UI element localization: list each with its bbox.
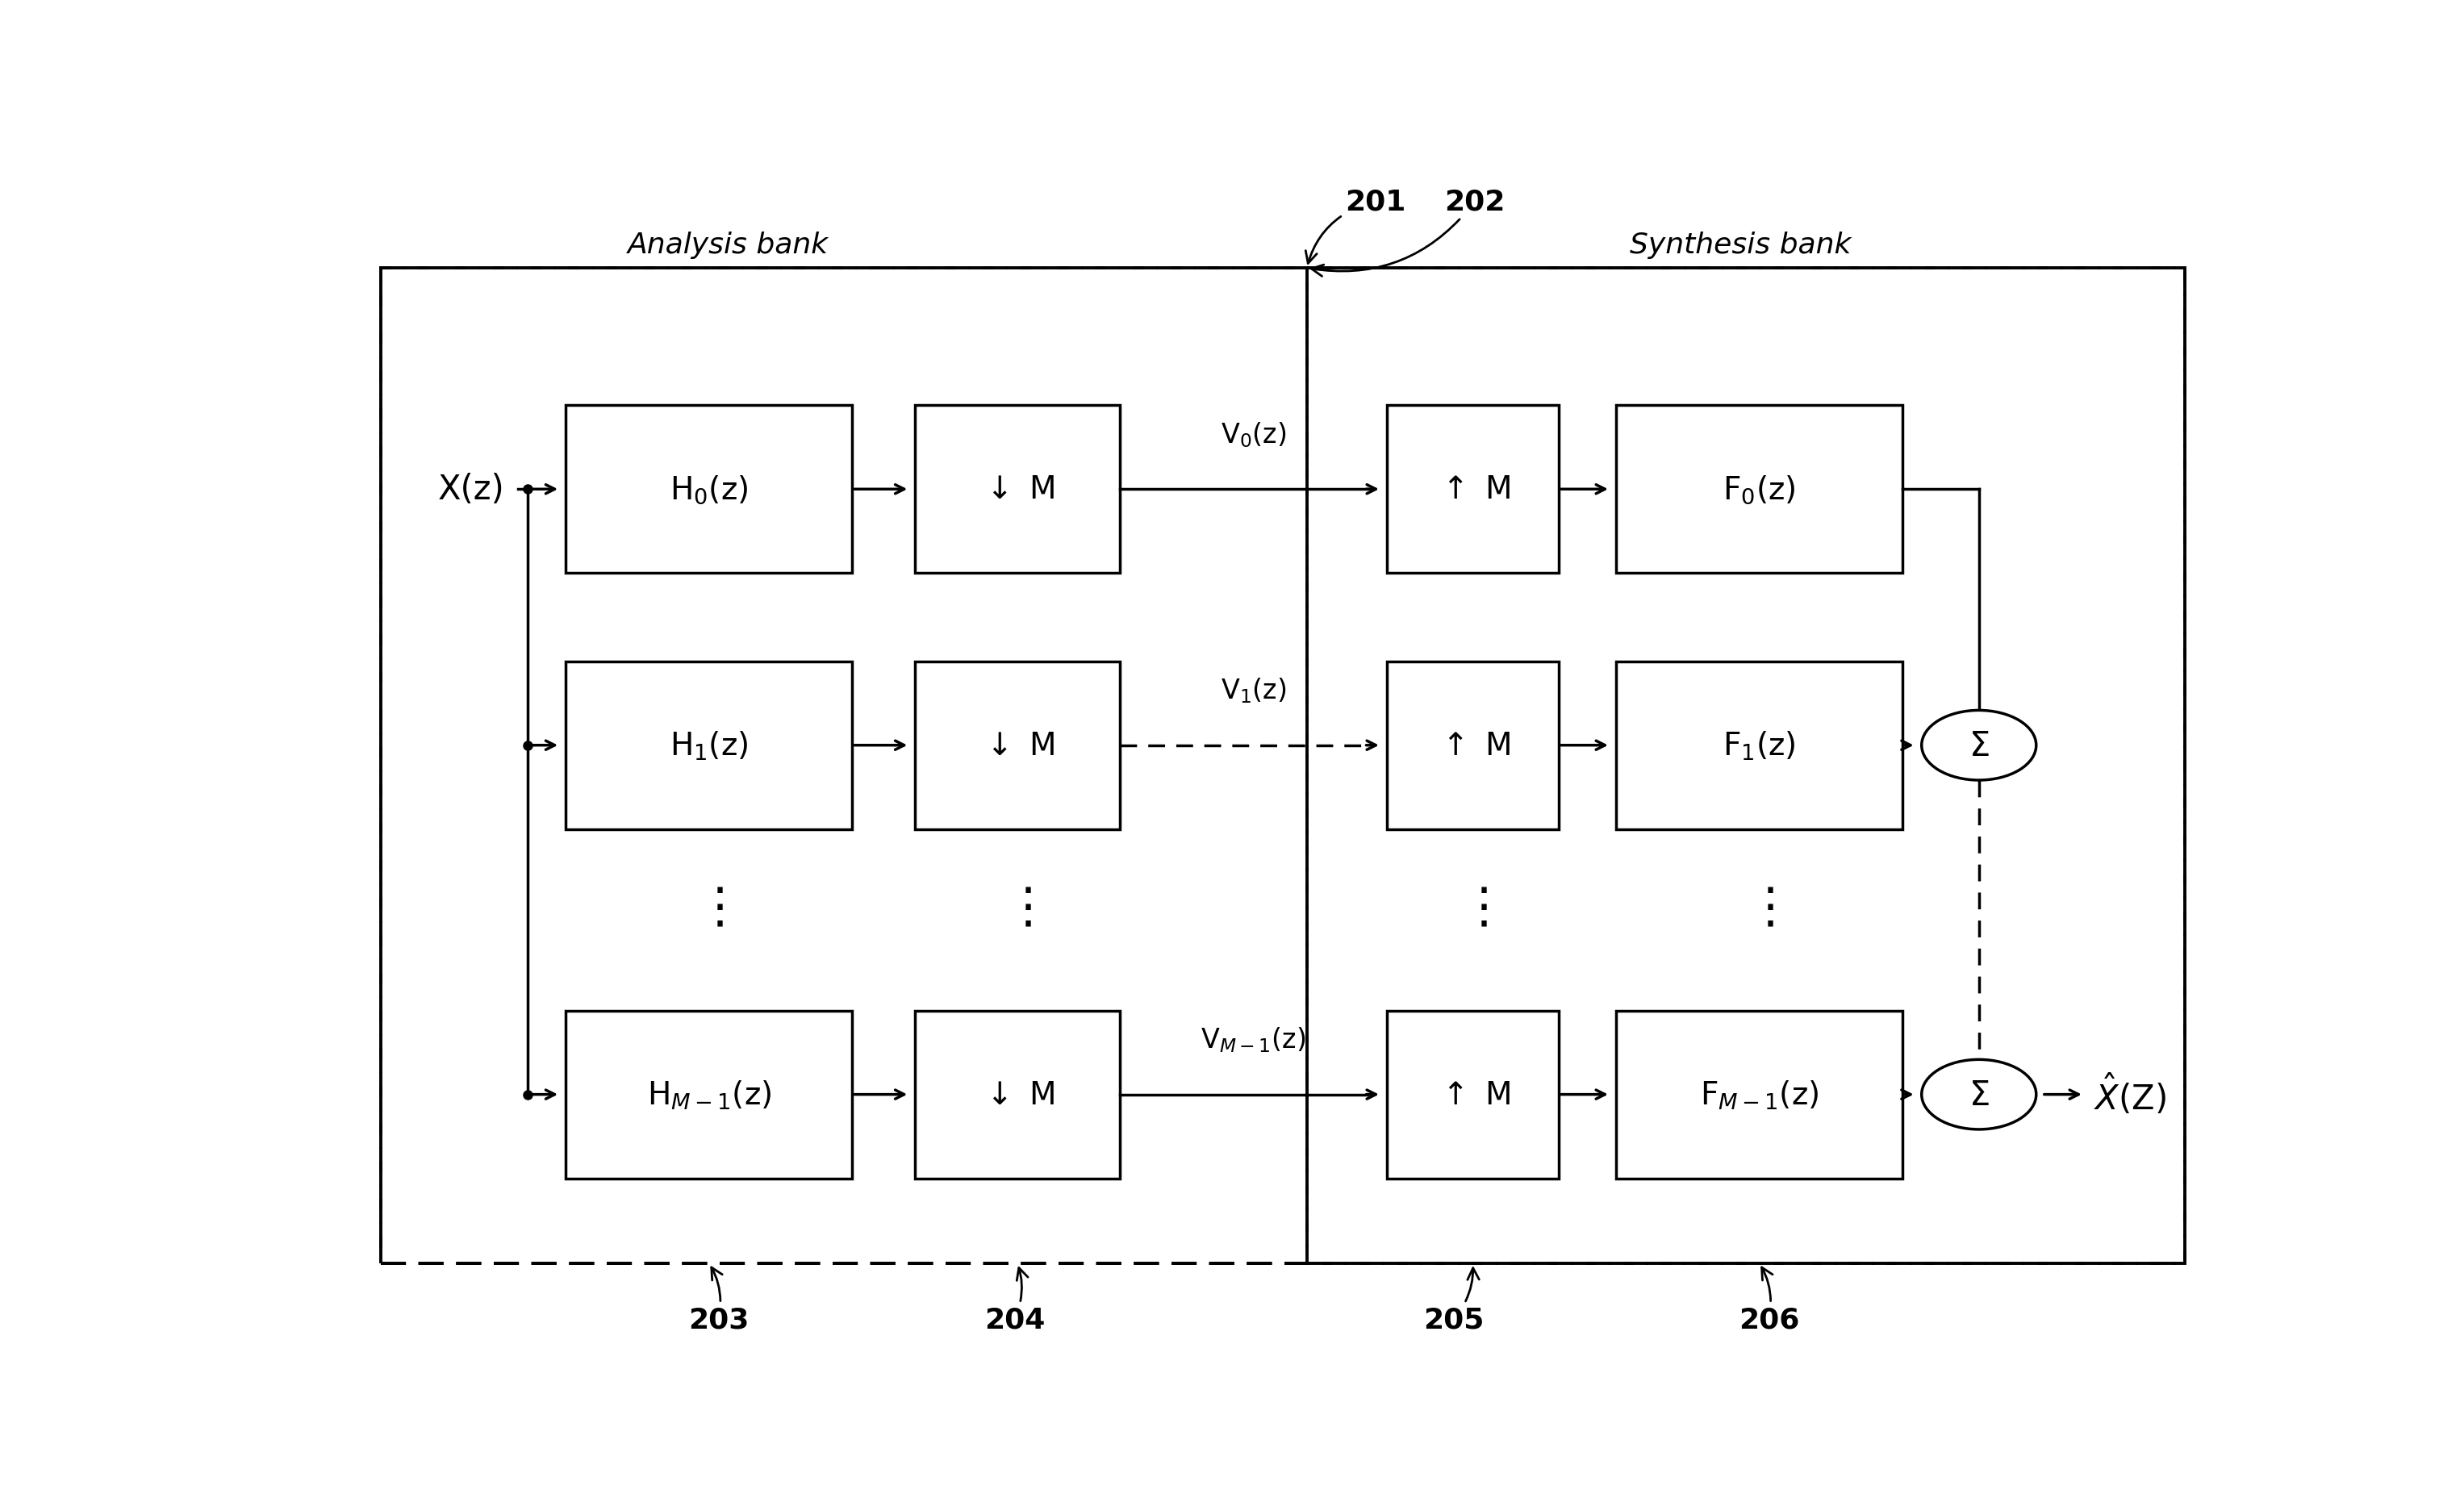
Text: Analysis bank: Analysis bank — [628, 231, 828, 258]
Text: F$_0$(z): F$_0$(z) — [1722, 473, 1796, 506]
Text: $\vdots$: $\vdots$ — [1745, 885, 1774, 932]
Circle shape — [1922, 1059, 2035, 1130]
Text: 204: 204 — [983, 1268, 1045, 1333]
Circle shape — [1922, 710, 2035, 781]
Text: 206: 206 — [1740, 1268, 1799, 1333]
Text: 203: 203 — [687, 1268, 749, 1333]
Text: 202: 202 — [1311, 189, 1506, 277]
Text: $\vdots$: $\vdots$ — [1003, 885, 1032, 932]
Text: Synthesis bank: Synthesis bank — [1629, 231, 1850, 258]
Text: $\downarrow$ M: $\downarrow$ M — [981, 1079, 1055, 1111]
Bar — [567, 406, 853, 573]
Text: $\vdots$: $\vdots$ — [1459, 885, 1488, 932]
Bar — [1387, 1011, 1560, 1179]
Bar — [1387, 662, 1560, 830]
Bar — [914, 1011, 1119, 1179]
Text: 201: 201 — [1306, 189, 1407, 264]
Text: X(z): X(z) — [439, 473, 505, 506]
Text: H$_0$(z): H$_0$(z) — [670, 473, 749, 506]
Text: 205: 205 — [1424, 1268, 1483, 1333]
Text: $\vdots$: $\vdots$ — [695, 885, 724, 932]
Text: H$_1$(z): H$_1$(z) — [670, 730, 749, 762]
Bar — [914, 406, 1119, 573]
Bar — [1616, 406, 1902, 573]
Text: H$_{M-1}$(z): H$_{M-1}$(z) — [646, 1079, 771, 1111]
Text: $\uparrow$ M: $\uparrow$ M — [1437, 1079, 1510, 1111]
Bar — [1387, 406, 1560, 573]
Text: $\Sigma$: $\Sigma$ — [1969, 728, 1988, 763]
Text: $\downarrow$ M: $\downarrow$ M — [981, 730, 1055, 762]
Text: V$_1$(z): V$_1$(z) — [1220, 675, 1286, 704]
Bar — [567, 662, 853, 830]
Bar — [567, 1011, 853, 1179]
Text: F$_{M-1}$(z): F$_{M-1}$(z) — [1700, 1079, 1818, 1111]
Text: F$_1$(z): F$_1$(z) — [1722, 730, 1796, 762]
Text: $\hat{X}$(Z): $\hat{X}$(Z) — [2094, 1073, 2166, 1117]
Text: $\Sigma$: $\Sigma$ — [1969, 1077, 1988, 1112]
Text: V$_0$(z): V$_0$(z) — [1220, 420, 1286, 449]
Bar — [1616, 662, 1902, 830]
Bar — [1616, 1011, 1902, 1179]
Text: V$_{M-1}$(z): V$_{M-1}$(z) — [1200, 1024, 1306, 1055]
Bar — [914, 662, 1119, 830]
Text: $\downarrow$ M: $\downarrow$ M — [981, 474, 1055, 505]
Text: $\uparrow$ M: $\uparrow$ M — [1437, 474, 1510, 505]
Text: $\uparrow$ M: $\uparrow$ M — [1437, 730, 1510, 762]
